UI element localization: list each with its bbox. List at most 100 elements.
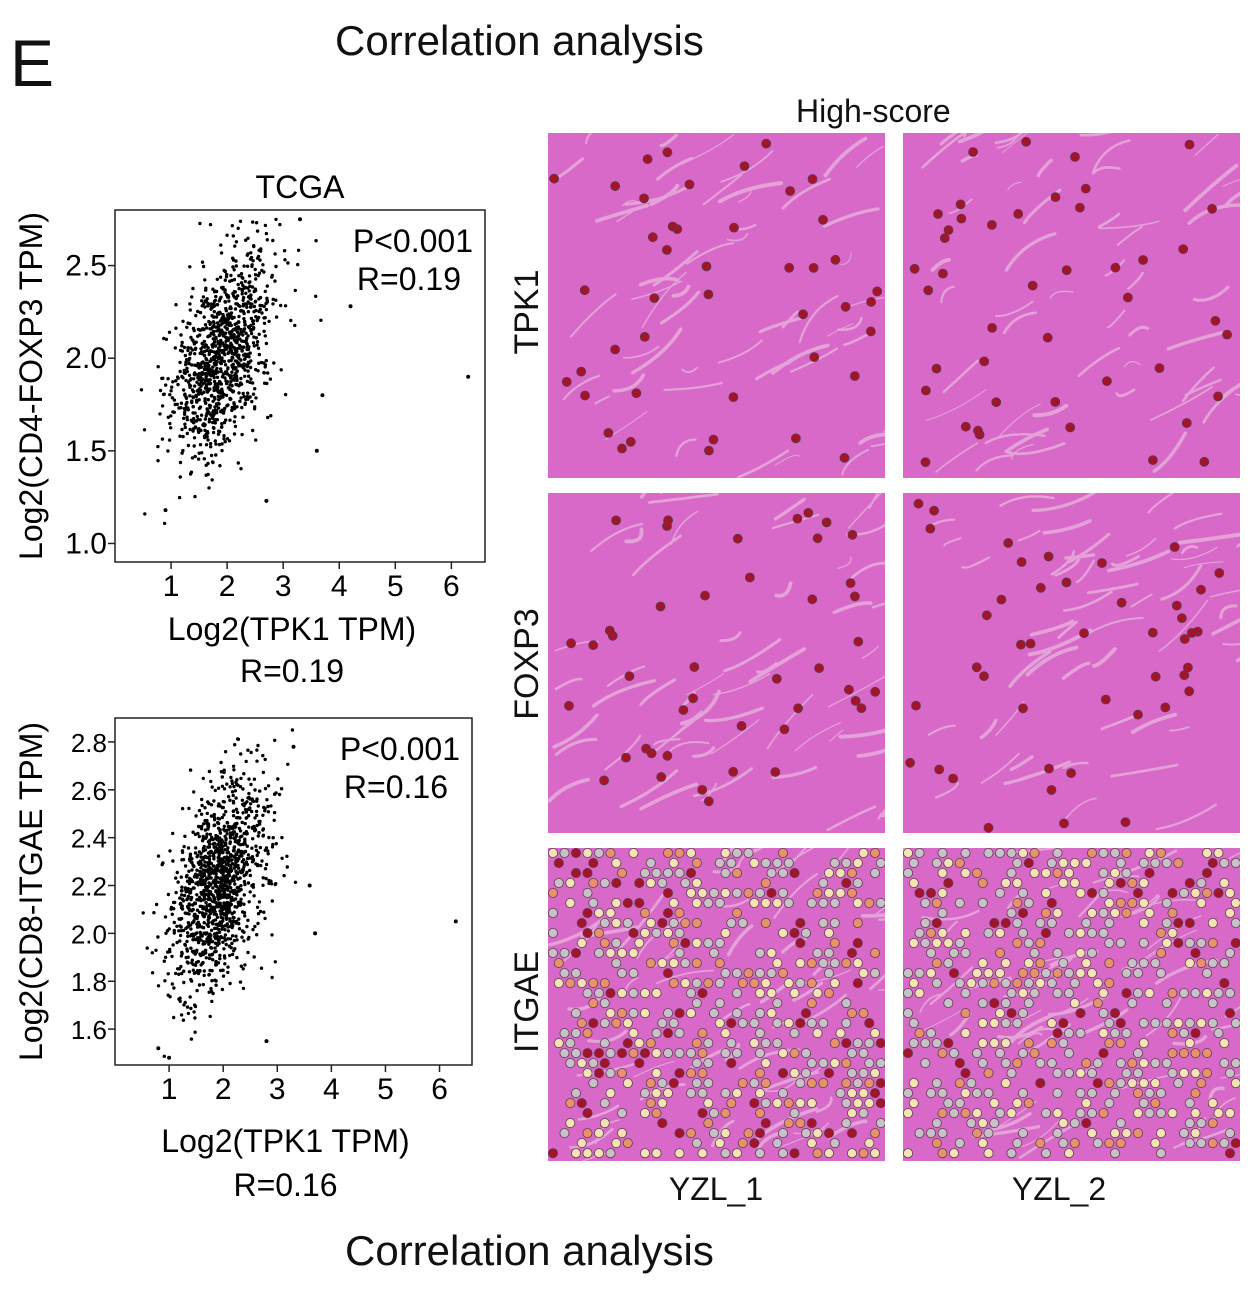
data-point — [225, 295, 230, 299]
data-point — [205, 430, 210, 434]
data-point — [203, 397, 207, 401]
expression-spot — [987, 219, 997, 230]
expression-spot — [1104, 1138, 1115, 1149]
data-point — [156, 365, 160, 369]
expression-spot — [1115, 1018, 1126, 1029]
data-point — [249, 331, 254, 336]
expression-spot — [582, 888, 593, 899]
data-point — [223, 928, 227, 932]
data-point — [219, 369, 223, 374]
expression-spot — [789, 928, 800, 939]
expression-spot — [663, 1028, 674, 1039]
expression-spot — [960, 421, 971, 432]
expression-spot — [1167, 1048, 1178, 1059]
data-point — [235, 378, 239, 383]
data-point — [189, 346, 193, 350]
data-point — [205, 408, 210, 413]
expression-spot — [766, 948, 777, 959]
data-point — [186, 846, 191, 850]
data-point — [172, 410, 176, 414]
data-point — [220, 375, 225, 379]
expression-spot — [651, 1148, 662, 1159]
expression-spot — [960, 1088, 971, 1099]
expression-spot — [649, 293, 660, 304]
expression-spot — [943, 225, 954, 236]
expression-spot — [1058, 878, 1069, 889]
expression-spot — [818, 878, 829, 889]
data-point — [261, 753, 265, 758]
expression-spot — [1225, 1008, 1236, 1019]
expression-spot — [605, 908, 616, 919]
expression-spot — [973, 425, 983, 436]
expression-spot — [812, 1128, 823, 1139]
data-point — [200, 803, 204, 808]
expression-spot — [806, 1118, 817, 1129]
data-point — [212, 375, 216, 380]
expression-spot — [977, 1118, 988, 1129]
expression-spot — [1000, 1018, 1011, 1029]
expression-spot — [778, 848, 789, 859]
expression-spot — [1046, 785, 1057, 795]
expression-spot — [594, 908, 605, 919]
expression-spot — [914, 888, 925, 899]
expression-spot — [1081, 858, 1092, 869]
expression-spot — [1207, 1118, 1218, 1129]
data-point — [195, 868, 199, 872]
expression-spot — [1104, 1078, 1115, 1089]
expression-spot — [628, 968, 639, 979]
expression-spot — [1098, 1008, 1109, 1019]
expression-spot — [1121, 1128, 1132, 1139]
tissue-background — [548, 133, 885, 478]
expression-spot — [779, 724, 790, 735]
expression-spot — [760, 858, 771, 869]
data-point — [228, 313, 233, 317]
data-point — [221, 940, 225, 944]
expression-spot — [795, 958, 806, 969]
expression-spot — [1064, 928, 1075, 939]
expression-spot — [983, 1088, 994, 1099]
data-point — [161, 376, 165, 380]
expression-spot — [943, 858, 954, 869]
expression-spot — [1023, 938, 1034, 949]
expression-spot — [903, 1048, 914, 1059]
expression-spot — [1059, 818, 1069, 829]
data-point — [178, 996, 182, 1000]
data-point — [169, 389, 173, 393]
data-point — [210, 785, 214, 789]
expression-spot — [1018, 703, 1028, 714]
expression-spot — [1064, 988, 1075, 999]
expression-spot — [921, 385, 931, 396]
expression-spot — [989, 1038, 1000, 1049]
expression-spot — [668, 918, 679, 929]
data-point — [211, 303, 215, 307]
expression-spot — [647, 232, 658, 243]
data-point — [214, 335, 218, 340]
expression-spot — [714, 858, 725, 869]
data-point — [247, 345, 251, 349]
expression-spot — [1012, 1058, 1023, 1069]
expression-spot — [801, 1068, 812, 1079]
expression-spot — [960, 1028, 971, 1039]
expression-spot — [954, 938, 965, 949]
expression-spot — [1041, 928, 1052, 939]
expression-spot — [903, 848, 914, 859]
expression-spot — [1225, 1148, 1236, 1159]
data-point — [223, 924, 227, 928]
plot-title: TCGA — [256, 169, 346, 205]
expression-spot — [808, 262, 819, 273]
data-point — [193, 425, 198, 429]
data-point — [252, 344, 256, 348]
data-point — [203, 364, 207, 369]
expression-spot — [605, 1068, 616, 1079]
expression-spot — [1110, 1128, 1121, 1139]
data-point — [248, 295, 253, 299]
expression-spot — [803, 508, 814, 518]
data-point — [186, 443, 191, 448]
data-point — [256, 254, 261, 259]
expression-spot — [783, 1018, 794, 1029]
expression-spot — [806, 1078, 817, 1089]
data-point — [168, 995, 172, 999]
expression-spot — [576, 366, 587, 377]
data-point — [213, 298, 218, 303]
expression-spot — [668, 858, 679, 869]
